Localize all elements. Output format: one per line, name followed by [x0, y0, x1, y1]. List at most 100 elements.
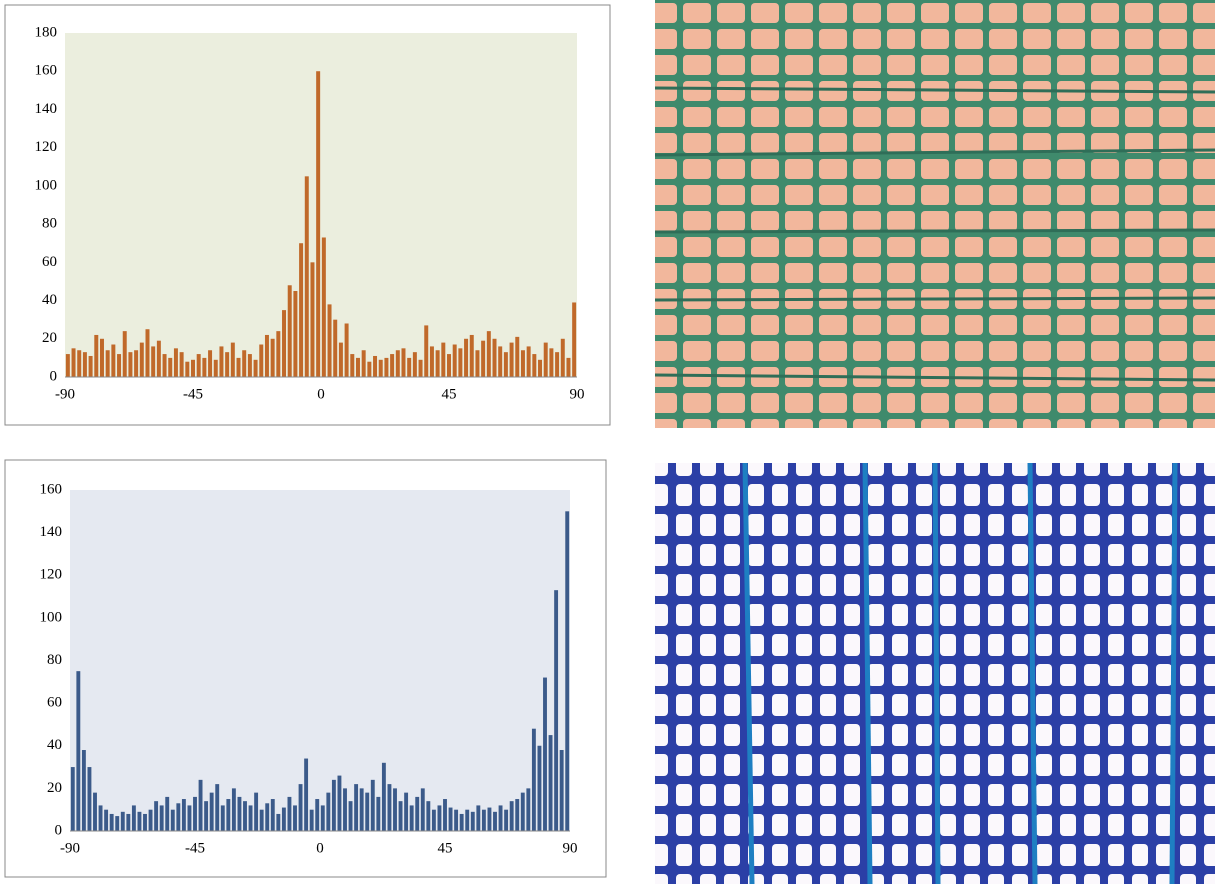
bar	[376, 796, 381, 831]
bar	[122, 331, 127, 377]
bar	[365, 792, 370, 831]
x-tick-label: -90	[55, 386, 75, 402]
bar	[532, 354, 537, 377]
y-tick-label: 120	[40, 567, 63, 583]
bar	[390, 354, 395, 377]
x-tick-label: -45	[185, 840, 205, 856]
bar	[447, 354, 451, 377]
y-tick-label: 40	[47, 737, 62, 753]
bar	[310, 262, 315, 377]
y-tick-label: 180	[35, 24, 58, 40]
bar	[204, 801, 209, 831]
bar	[387, 784, 392, 831]
bar	[248, 805, 253, 831]
bar	[298, 784, 303, 831]
bar	[333, 319, 338, 377]
bar	[458, 348, 463, 377]
bar	[504, 809, 509, 831]
bar	[215, 784, 220, 831]
bar	[82, 352, 87, 377]
bar	[187, 805, 192, 831]
bar	[554, 590, 559, 831]
bar	[316, 71, 321, 377]
y-tick-label: 60	[42, 254, 57, 270]
bar	[247, 354, 252, 377]
bar	[242, 350, 247, 377]
bar	[151, 346, 156, 377]
bar	[225, 352, 230, 377]
y-tick-label: 0	[50, 368, 58, 384]
y-tick-label: 100	[40, 609, 63, 625]
bar	[128, 352, 133, 377]
bar	[320, 805, 325, 831]
bar	[70, 767, 75, 831]
x-tick-label: -45	[183, 386, 203, 402]
bar	[143, 813, 147, 831]
bar	[548, 735, 553, 831]
bar	[220, 805, 225, 831]
bar	[109, 813, 114, 831]
bar	[486, 331, 491, 377]
bar	[424, 325, 429, 377]
bar	[309, 809, 314, 831]
bar	[381, 762, 386, 831]
bar	[361, 350, 366, 377]
bar	[259, 809, 264, 831]
bar	[526, 346, 531, 377]
bar	[338, 342, 343, 377]
y-tick-label: 80	[42, 216, 57, 232]
bar	[111, 344, 116, 377]
bar	[231, 788, 236, 831]
bar	[281, 807, 286, 831]
bar	[493, 811, 497, 831]
bar	[464, 338, 469, 377]
x-tick-label: 45	[438, 840, 453, 856]
bar	[321, 237, 326, 377]
bar	[404, 792, 409, 831]
bar	[418, 359, 423, 377]
bar	[431, 809, 436, 831]
bar	[270, 799, 275, 831]
bar	[276, 813, 281, 831]
bar	[378, 359, 383, 377]
bar	[465, 809, 470, 831]
y-tick-label: 20	[42, 330, 57, 346]
bar	[254, 792, 259, 831]
bar	[435, 350, 440, 377]
y-tick-label: 80	[47, 652, 62, 668]
bar	[259, 344, 264, 377]
x-tick-label: 0	[317, 386, 325, 402]
bar	[287, 796, 292, 831]
x-tick-label: 45	[442, 386, 457, 402]
bar	[393, 788, 397, 831]
bar	[537, 745, 542, 831]
bar	[326, 792, 331, 831]
bar	[498, 346, 503, 377]
bar	[156, 340, 161, 377]
bar	[401, 348, 406, 377]
y-tick-label: 120	[35, 139, 58, 155]
bar	[126, 813, 131, 831]
bar	[304, 176, 309, 377]
y-tick-label: 140	[40, 524, 63, 540]
bar	[549, 348, 554, 377]
bar	[395, 350, 400, 377]
bar	[481, 340, 486, 377]
bar	[293, 805, 297, 831]
bar	[509, 342, 514, 377]
bar	[99, 338, 104, 377]
bar	[198, 779, 203, 831]
bar	[452, 344, 457, 377]
bar	[538, 359, 543, 377]
bar	[398, 801, 403, 831]
bar	[350, 354, 355, 377]
bar	[384, 357, 389, 377]
bar	[230, 342, 235, 377]
x-tick-label: -90	[60, 840, 80, 856]
bar	[470, 811, 475, 831]
bar	[93, 792, 97, 831]
y-tick-label: 60	[47, 695, 62, 711]
bar	[137, 811, 142, 831]
bar	[481, 809, 486, 831]
